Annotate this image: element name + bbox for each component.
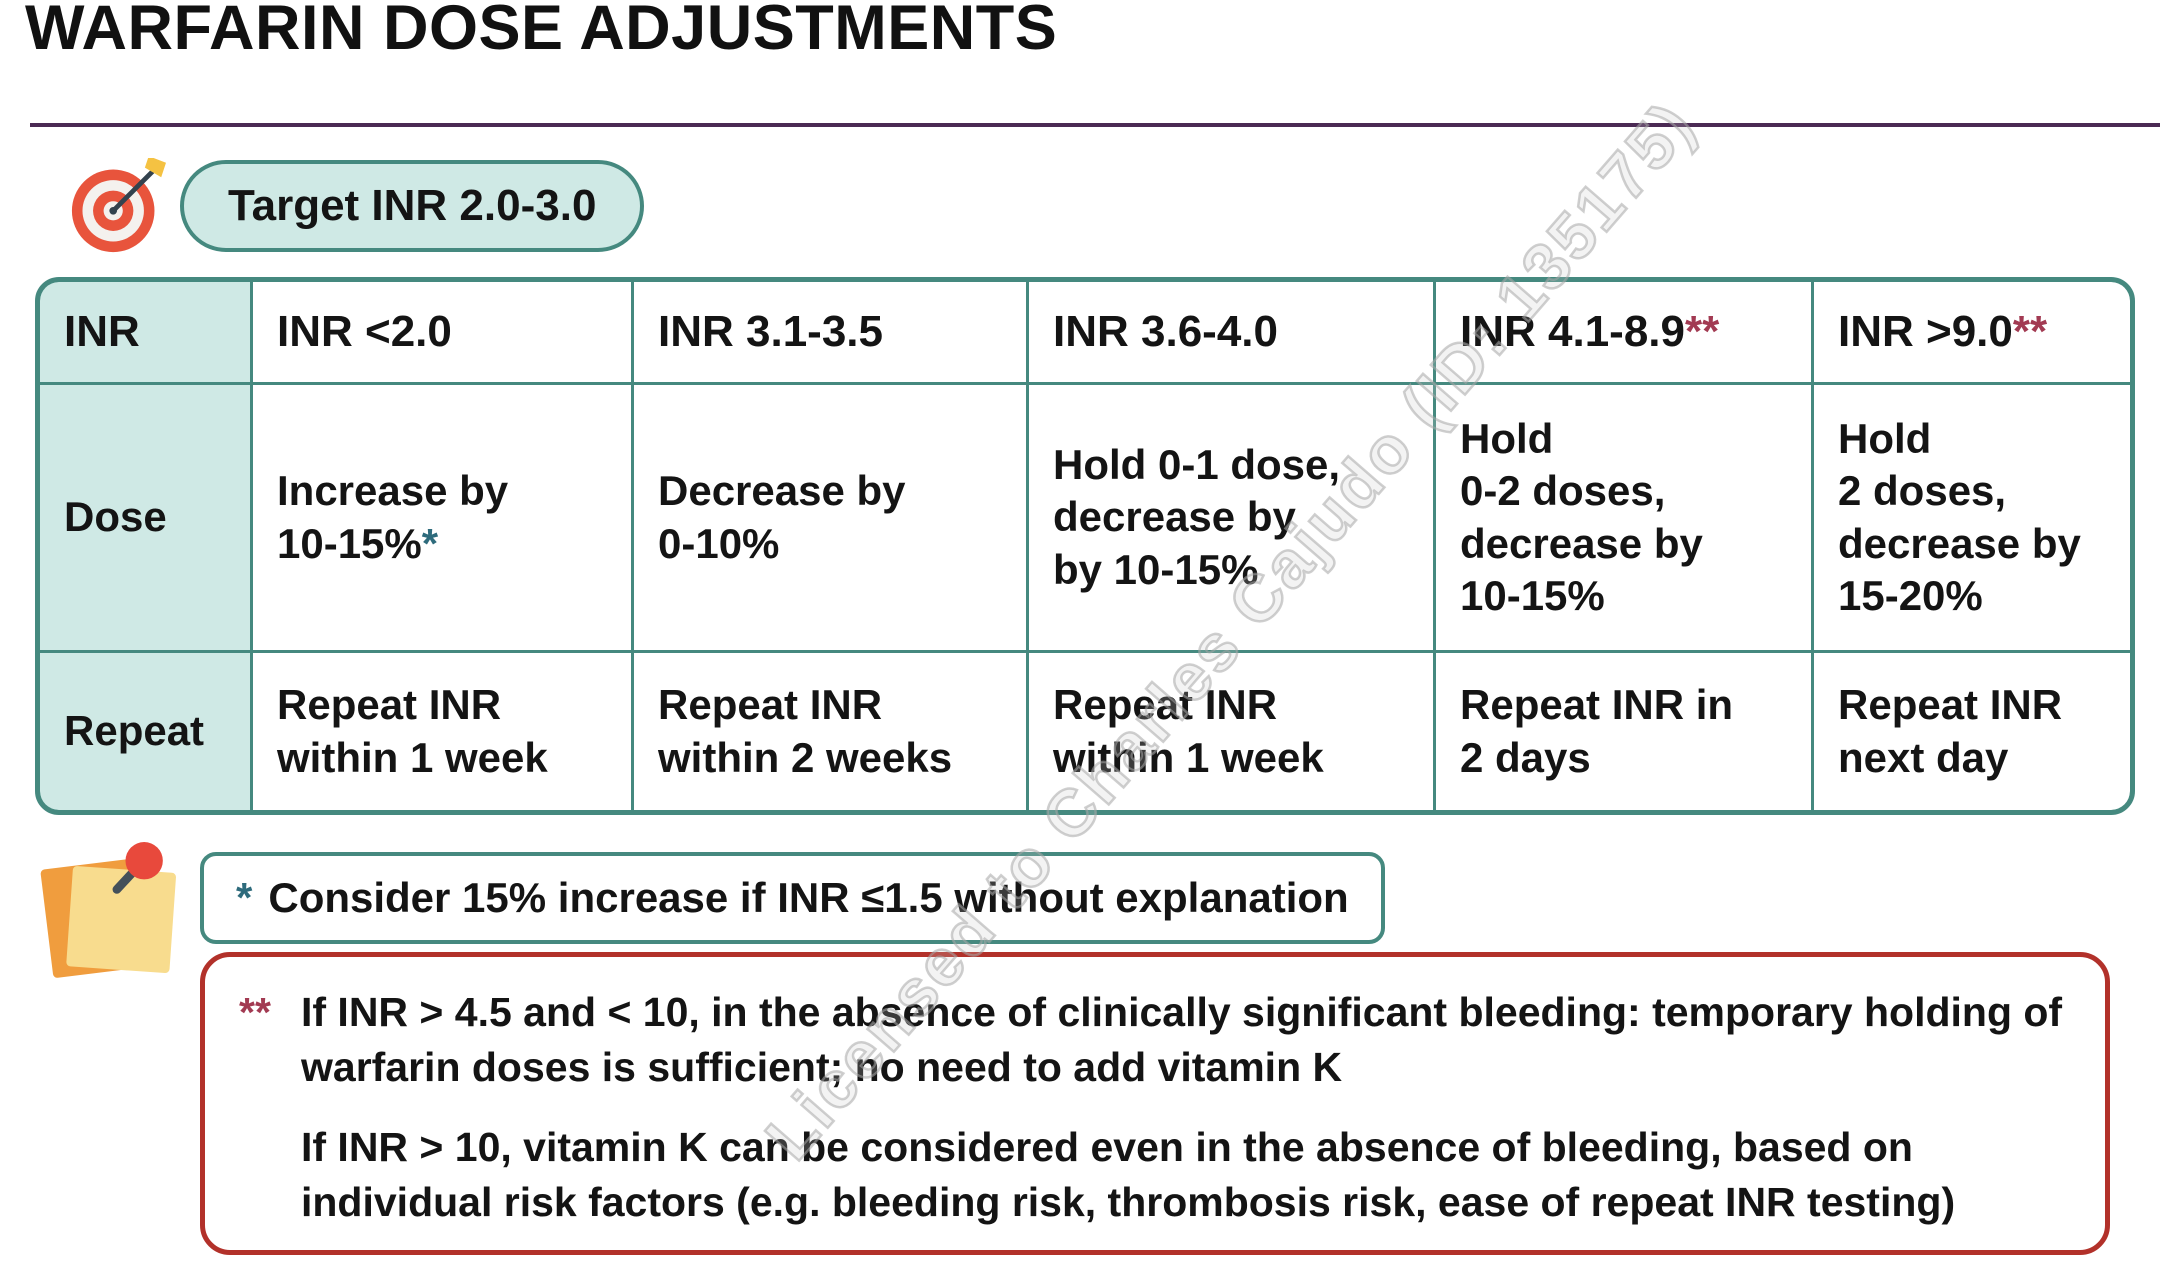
table-corner-header: INR — [40, 282, 250, 382]
repeat-cell-inr-3-6-4-0: Repeat INR within 1 week — [1029, 653, 1433, 810]
row-header-repeat: Repeat — [40, 653, 250, 810]
dose-cell-inr-gt-9: Hold 2 doses, decrease by 15-20% — [1814, 385, 2130, 650]
double-asterisk-warning-box: ** If INR > 4.5 and < 10, in the absence… — [200, 952, 2110, 1255]
inr-dose-table: INR INR <2.0 INR 3.1-3.5 INR 3.6-4.0 INR… — [35, 277, 2135, 815]
col-header-inr-4-1-8-9: INR 4.1-8.9 ** — [1436, 282, 1811, 382]
repeat-cell-inr-gt-9: Repeat INR next day — [1814, 653, 2130, 810]
dose-cell-inr-3-6-4-0: Hold 0-1 dose, decrease by by 10-15% — [1029, 385, 1433, 650]
dose-cell-inr-lt-2: Increase by 10-15%* — [253, 385, 631, 650]
single-asterisk-footnote: * Consider 15% increase if INR ≤1.5 with… — [200, 852, 1385, 944]
asterisk-marker: * — [236, 874, 253, 921]
single-footnote-text: Consider 15% increase if INR ≤1.5 withou… — [268, 874, 1349, 921]
warning-paragraph-1: ** If INR > 4.5 and < 10, in the absence… — [239, 985, 2071, 1094]
dose-cell-inr-4-1-8-9: Hold 0-2 doses, decrease by 10-15% — [1436, 385, 1811, 650]
repeat-cell-inr-4-1-8-9: Repeat INR in 2 days — [1436, 653, 1811, 810]
col-header-inr-3-6-4-0: INR 3.6-4.0 — [1029, 282, 1433, 382]
target-inr-badge: Target INR 2.0-3.0 — [180, 160, 645, 252]
dose-cell-inr-3-1-3-5: Decrease by 0-10% — [634, 385, 1026, 650]
warning-paragraph-2: If INR > 10, vitamin K can be considered… — [301, 1124, 1956, 1225]
title-divider — [30, 123, 2160, 127]
repeat-cell-inr-3-1-3-5: Repeat INR within 2 weeks — [634, 653, 1026, 810]
warning-paragraph-1-text: If INR > 4.5 and < 10, in the absence of… — [301, 989, 2063, 1090]
double-asterisk-marker: ** — [239, 989, 271, 1035]
col-header-inr-lt-2: INR <2.0 — [253, 282, 631, 382]
col-header-inr-gt-9: INR >9.0 ** — [1814, 282, 2130, 382]
row-header-dose: Dose — [40, 385, 250, 650]
sticky-note-icon — [40, 842, 176, 978]
col-header-inr-3-1-3-5: INR 3.1-3.5 — [634, 282, 1026, 382]
repeat-cell-inr-lt-2: Repeat INR within 1 week — [253, 653, 631, 810]
target-inr-label: Target INR 2.0-3.0 — [228, 181, 597, 230]
target-icon — [71, 158, 166, 253]
page-title: WARFARIN DOSE ADJUSTMENTS — [25, 0, 1058, 63]
